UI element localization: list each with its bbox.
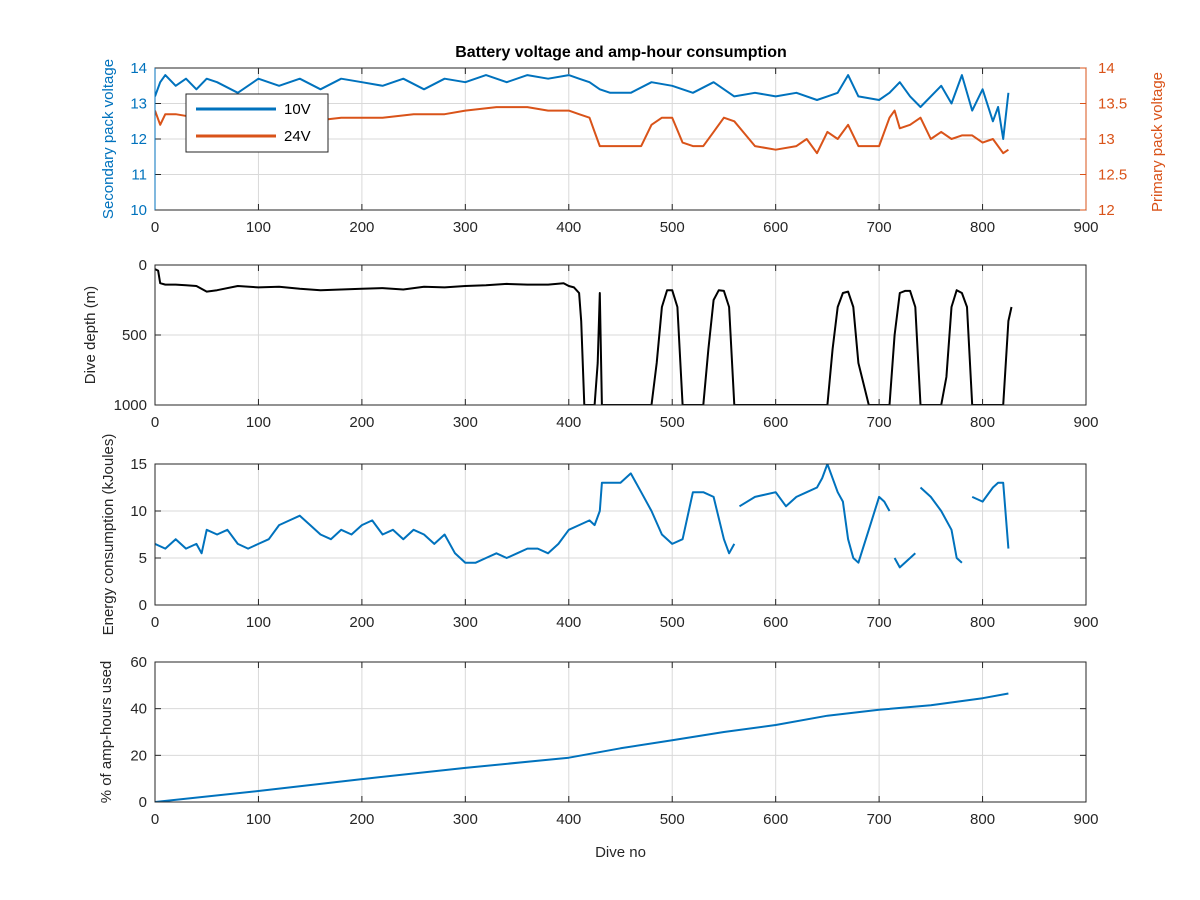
voltage-y-tick-label: 14 [130, 60, 147, 77]
depth-x-tick-label: 600 [763, 414, 788, 431]
voltage-x-tick-label: 500 [660, 219, 685, 236]
depth-panel: 0 100 200 300 400 500 600 700 800 900 0 500 1000 Dive… [82, 257, 1099, 431]
energy-y-tick-label: 10 [130, 503, 147, 520]
voltage-x-tick-label: 300 [453, 219, 478, 236]
amphours-x-tick-label: 600 [763, 811, 788, 828]
depth-x-tick-label: 0 [151, 414, 159, 431]
depth-y-tick-label: 500 [122, 327, 147, 344]
voltage-y-tick-label: 12 [130, 131, 147, 148]
energy-x-tick-label: 500 [660, 614, 685, 631]
depth-x-tick-label: 300 [453, 414, 478, 431]
energy-axes-box [154, 463, 1087, 606]
amphours-x-axis-label: Dive no [595, 844, 646, 861]
voltage-y-right-tick-label: 12.5 [1098, 167, 1127, 184]
energy-x-tick-label: 400 [556, 614, 581, 631]
amphours-x-tick-label: 900 [1073, 811, 1098, 828]
amphours-x-tick-label: 500 [660, 811, 685, 828]
voltage-y-right-tick-label: 13 [1098, 131, 1115, 148]
energy-x-tick-label: 800 [970, 614, 995, 631]
voltage-x-tick-label: 600 [763, 219, 788, 236]
amphours-x-tick-label: 100 [246, 811, 271, 828]
amphours-x-tick-label: 200 [349, 811, 374, 828]
voltage-y-right-tick-label: 13.5 [1098, 96, 1127, 113]
depth-x-tick-label: 100 [246, 414, 271, 431]
amphours-x-tick-label: 300 [453, 811, 478, 828]
energy-y-tick-label: 5 [139, 550, 147, 567]
voltage-x-tick-label: 200 [349, 219, 374, 236]
energy-plot-area [155, 464, 1086, 605]
depth-x-tick-label: 800 [970, 414, 995, 431]
voltage-x-tick-label: 0 [151, 219, 159, 236]
voltage-x-tick-label: 800 [970, 219, 995, 236]
energy-x-tick-label: 200 [349, 614, 374, 631]
depth-x-tick-label: 400 [556, 414, 581, 431]
amphours-axes-box [154, 661, 1087, 803]
energy-x-tick-label: 700 [867, 614, 892, 631]
depth-x-tick-label: 200 [349, 414, 374, 431]
voltage-x-tick-label: 900 [1073, 219, 1098, 236]
energy-x-tick-label: 600 [763, 614, 788, 631]
legend-box [185, 93, 329, 153]
voltage-panel: 0 100 200 300 400 500 600 700 800 900 10 11 12 13 14 Se… [100, 59, 1166, 236]
voltage-y-right-axis-label: Primary pack voltage [1149, 72, 1166, 212]
amphours-y-tick-label: 40 [130, 701, 147, 718]
voltage-series-line-24V [155, 106, 1009, 155]
amphours-x-tick-label: 0 [151, 811, 159, 828]
depth-y-axis-label: Dive depth (m) [82, 286, 99, 384]
energy-y-tick-label: 15 [130, 456, 147, 473]
amphours-y-tick-label: 60 [130, 654, 147, 671]
voltage-y-tick-label: 10 [130, 202, 147, 219]
amphours-panel: 0 100 200 300 400 500 600 700 800 900 0 20 40 60 % of … [98, 654, 1099, 861]
energy-x-tick-label: 900 [1073, 614, 1098, 631]
voltage-y-right-tick-label: 14 [1098, 60, 1115, 77]
chart-title: Battery voltage and amp-hour consumption [455, 44, 787, 61]
energy-x-tick-label: 0 [151, 614, 159, 631]
depth-x-tick-label: 500 [660, 414, 685, 431]
amphours-y-tick-label: 0 [139, 794, 147, 811]
depth-y-tick-label: 1000 [114, 397, 147, 414]
voltage-y-tick-label: 11 [131, 167, 147, 184]
voltage-y-axis-label: Secondary pack voltage [100, 59, 117, 219]
voltage-x-tick-label: 700 [867, 219, 892, 236]
amphours-x-tick-label: 400 [556, 811, 581, 828]
energy-series-line-0 [155, 464, 1010, 569]
amphours-series-line-0 [155, 692, 1009, 802]
energy-y-axis-label: Energy consumption (kJoules) [100, 434, 117, 636]
energy-x-tick-label: 300 [453, 614, 478, 631]
energy-panel: 0 100 200 300 400 500 600 700 800 900 0 5 10 15 Energy… [100, 434, 1099, 636]
amphours-plot-area [155, 662, 1086, 802]
legend-label-24V: 24V [284, 128, 311, 145]
energy-x-tick-label: 100 [246, 614, 271, 631]
energy-y-tick-label: 0 [139, 597, 147, 614]
voltage-y-tick-label: 13 [130, 96, 147, 113]
voltage-x-tick-label: 400 [556, 219, 581, 236]
amphours-x-tick-label: 700 [867, 811, 892, 828]
voltage-legend: 10V 24V [185, 93, 329, 153]
amphours-y-tick-label: 20 [130, 747, 147, 764]
legend-label-10V: 10V [284, 101, 311, 118]
depth-x-tick-label: 900 [1073, 414, 1098, 431]
amphours-x-tick-label: 800 [970, 811, 995, 828]
voltage-series-line-10V [155, 74, 1010, 140]
depth-series-line-0 [155, 268, 1013, 405]
amphours-y-axis-label: % of amp-hours used [98, 661, 115, 804]
voltage-x-tick-label: 100 [246, 219, 271, 236]
depth-y-tick-label: 0 [139, 257, 147, 274]
depth-x-tick-label: 700 [867, 414, 892, 431]
voltage-y-right-tick-label: 12 [1098, 202, 1115, 219]
